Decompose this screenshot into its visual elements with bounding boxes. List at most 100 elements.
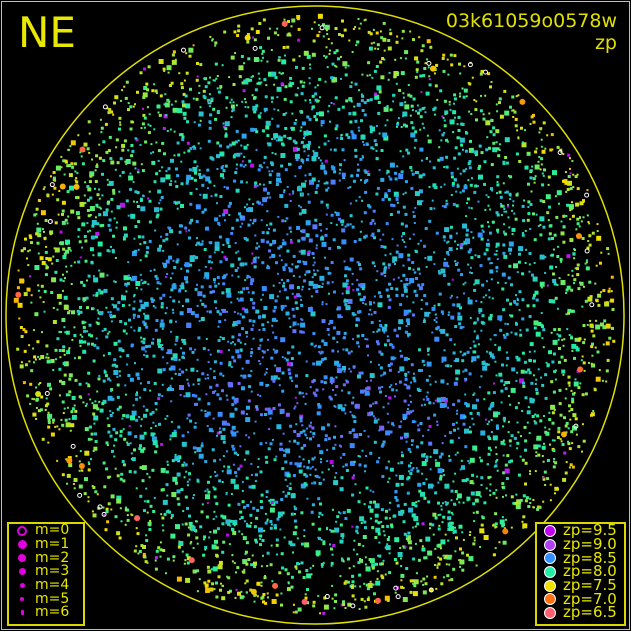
star-point bbox=[336, 368, 342, 374]
star-point bbox=[83, 142, 88, 147]
star-point bbox=[461, 479, 465, 483]
star-point bbox=[550, 404, 556, 410]
star-point bbox=[373, 311, 377, 314]
star-point bbox=[209, 113, 213, 117]
star-point bbox=[225, 238, 230, 243]
star-point bbox=[441, 442, 444, 445]
star-point bbox=[571, 214, 575, 218]
star-point bbox=[78, 469, 81, 472]
star-point bbox=[77, 228, 81, 231]
star-point bbox=[260, 238, 265, 243]
star-point bbox=[274, 76, 278, 80]
star-point bbox=[125, 199, 129, 203]
star-point bbox=[327, 140, 330, 143]
star-point bbox=[251, 554, 254, 557]
star-point bbox=[231, 355, 235, 359]
star-point bbox=[521, 141, 524, 144]
star-point bbox=[172, 50, 176, 54]
star-point bbox=[196, 241, 200, 245]
star-point bbox=[478, 174, 483, 180]
star-point bbox=[214, 475, 217, 478]
star-point bbox=[309, 386, 312, 389]
star-point bbox=[330, 380, 333, 383]
star-point bbox=[116, 205, 121, 210]
star-point bbox=[351, 272, 354, 275]
star-point bbox=[70, 209, 75, 214]
star-point bbox=[483, 398, 486, 401]
star-point bbox=[394, 537, 400, 543]
star-point bbox=[197, 291, 203, 297]
star-point bbox=[245, 331, 249, 334]
star-point bbox=[371, 526, 375, 530]
star-point bbox=[505, 190, 509, 194]
star-point bbox=[238, 65, 244, 71]
star-point bbox=[462, 169, 466, 173]
star-point bbox=[79, 305, 82, 309]
star-point bbox=[24, 330, 28, 334]
star-point bbox=[556, 283, 559, 286]
star-point bbox=[91, 224, 95, 228]
star-point bbox=[330, 564, 333, 567]
star-point bbox=[290, 357, 294, 360]
star-point bbox=[302, 576, 306, 579]
star-point bbox=[241, 386, 245, 391]
star-point bbox=[233, 451, 237, 455]
star-point bbox=[243, 568, 246, 571]
star-point bbox=[528, 270, 531, 273]
star-point bbox=[205, 226, 209, 231]
star-point bbox=[356, 279, 359, 282]
star-point bbox=[378, 169, 381, 172]
star-point bbox=[203, 248, 207, 251]
star-point bbox=[400, 71, 405, 76]
star-point bbox=[289, 284, 295, 290]
star-point bbox=[413, 579, 419, 585]
star-point bbox=[218, 224, 221, 227]
star-point bbox=[33, 213, 37, 217]
star-point bbox=[266, 518, 269, 521]
star-point bbox=[46, 359, 51, 364]
star-point bbox=[245, 181, 248, 184]
star-point bbox=[209, 290, 213, 294]
star-point bbox=[98, 213, 102, 217]
star-point bbox=[116, 375, 119, 378]
star-point bbox=[206, 501, 209, 504]
star-point bbox=[328, 323, 331, 325]
star-point bbox=[404, 546, 407, 548]
star-point bbox=[271, 438, 274, 441]
star-point bbox=[307, 193, 310, 196]
star-point bbox=[503, 232, 506, 235]
star-point bbox=[19, 364, 24, 369]
star-point bbox=[173, 154, 176, 157]
star-point bbox=[528, 263, 531, 266]
star-point bbox=[186, 484, 189, 487]
star-point bbox=[480, 430, 486, 436]
star-point bbox=[409, 590, 413, 594]
star-point bbox=[67, 215, 70, 218]
star-point bbox=[294, 396, 297, 399]
star-point bbox=[225, 519, 231, 525]
star-point bbox=[569, 172, 572, 175]
star-point bbox=[214, 245, 220, 251]
star-point bbox=[489, 483, 492, 486]
star-point bbox=[267, 409, 273, 415]
star-point bbox=[576, 267, 579, 271]
star-point bbox=[314, 475, 317, 478]
star-point bbox=[253, 96, 256, 100]
star-point bbox=[587, 221, 590, 223]
star-point bbox=[312, 264, 315, 267]
star-point bbox=[473, 288, 477, 292]
star-point bbox=[556, 333, 559, 336]
star-point bbox=[405, 148, 409, 152]
star-point bbox=[55, 259, 59, 262]
star-point bbox=[434, 516, 438, 520]
star-point bbox=[110, 245, 112, 248]
star-point bbox=[554, 195, 557, 198]
star-point bbox=[544, 147, 547, 150]
star-point bbox=[308, 82, 311, 85]
star-point bbox=[406, 332, 410, 336]
star-point bbox=[519, 498, 523, 502]
star-point bbox=[139, 273, 142, 276]
star-point bbox=[404, 378, 408, 381]
star-point bbox=[234, 407, 238, 411]
star-point bbox=[349, 443, 355, 449]
